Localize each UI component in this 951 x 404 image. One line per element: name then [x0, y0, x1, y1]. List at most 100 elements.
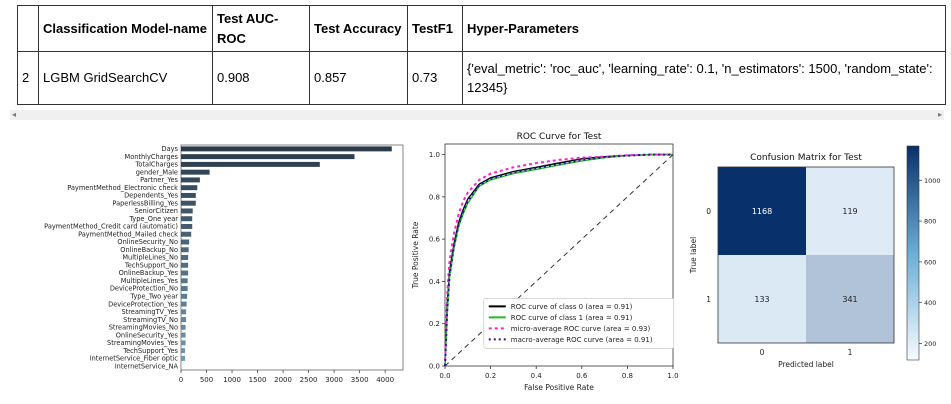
- plot-area: [180, 144, 404, 371]
- category-label: PaymentMethod_Credit card (automatic): [44, 223, 178, 231]
- cell-value: 341: [842, 295, 857, 304]
- bar: [181, 192, 196, 198]
- heatmap-cell: [806, 167, 894, 255]
- roc-series-line: [444, 153, 673, 367]
- col-label: 1: [848, 348, 853, 357]
- x-tick-label: 2500: [300, 376, 318, 384]
- bar: [181, 146, 392, 152]
- category-label: PaperlessBilling_Yes: [112, 199, 178, 207]
- category-label: SeniorCitizen: [134, 207, 178, 215]
- category-label: PaymentMethod_Mailed check: [78, 230, 178, 238]
- colorbar-tick-label: 400: [924, 299, 936, 307]
- bar: [181, 317, 187, 323]
- horizontal-scrollbar[interactable]: ◂ ▸: [10, 110, 944, 120]
- y-tick-label: 0.0: [429, 363, 440, 371]
- scroll-right-arrow-icon[interactable]: ▸: [937, 110, 942, 119]
- cell-accuracy: 0.857: [309, 51, 408, 105]
- row-label: 1: [706, 295, 711, 304]
- bar: [181, 239, 190, 245]
- bar: [181, 278, 188, 284]
- header-f1: TestF1: [407, 5, 463, 52]
- category-label: TechSupport_Yes: [122, 347, 178, 355]
- category-label: DeviceProtection_Yes: [108, 300, 178, 308]
- category-label: PaymentMethod_Electronic check: [67, 184, 178, 192]
- header-hyperparameters: Hyper-Parameters: [462, 5, 946, 52]
- colorbar-tick-label: 200: [924, 340, 936, 348]
- legend-box: [483, 297, 675, 349]
- bar: [181, 348, 186, 354]
- chart-title: Confusion Matrix for Test: [750, 153, 862, 163]
- x-tick-label: 4000: [376, 376, 394, 384]
- scroll-left-arrow-icon[interactable]: ◂: [12, 110, 17, 119]
- x-tick-label: 0.2: [485, 372, 496, 380]
- legend-entry: macro-average ROC curve (area = 0.91): [511, 336, 653, 344]
- x-tick-label: 1.0: [667, 372, 678, 380]
- y-tick-label: 0.4: [429, 278, 441, 286]
- results-table: Classification Model-name Test AUC-ROC T…: [17, 5, 946, 105]
- x-tick-label: 500: [200, 376, 213, 384]
- category-label: gender_Male: [136, 168, 178, 176]
- category-label: OnlineSecurity_Yes: [116, 331, 179, 339]
- category-label: Type_One year: [128, 215, 178, 223]
- bar: [181, 293, 188, 299]
- header-accuracy: Test Accuracy: [309, 5, 408, 52]
- header-auc: Test AUC-ROC: [212, 5, 310, 52]
- legend-entry: micro-average ROC curve (area = 0.93): [511, 325, 651, 333]
- category-label: InternetService_NA: [115, 362, 179, 370]
- category-label: MonthlyCharges: [125, 153, 179, 161]
- colorbar-tick-label: 600: [924, 258, 936, 266]
- bar: [181, 177, 200, 183]
- heatmap-cell: [718, 255, 806, 343]
- feature-importance-chart: DaysMonthlyChargesTotalChargesgender_Mal…: [44, 144, 404, 384]
- cell-value: 1168: [752, 207, 772, 216]
- category-label: TotalCharges: [135, 161, 179, 169]
- x-axis-label: Predicted label: [778, 360, 834, 369]
- category-label: OnlineBackup_No: [120, 246, 178, 254]
- legend-entry: ROC curve of class 0 (area = 0.91): [511, 303, 633, 311]
- cell-f1: 0.73: [407, 51, 463, 105]
- roc-series-line: [444, 154, 674, 367]
- colorbar-tick-label: 1000: [924, 177, 941, 185]
- cell-index: 2: [17, 51, 39, 105]
- x-tick-label: 0.6: [576, 372, 588, 380]
- bar: [181, 216, 193, 222]
- category-label: InternetService_Fiber optic: [90, 355, 179, 363]
- cell-value: 119: [842, 207, 857, 216]
- x-tick-label: 0.8: [622, 372, 633, 380]
- bar: [181, 161, 320, 167]
- category-label: StreamingTV_No: [123, 316, 178, 324]
- bar: [181, 270, 189, 276]
- category-label: StreamingTV_Yes: [121, 308, 178, 316]
- bar: [181, 363, 182, 369]
- bar: [181, 223, 193, 229]
- y-axis-label: True label: [689, 237, 698, 274]
- bar: [181, 169, 210, 175]
- y-tick-label: 0.2: [429, 320, 440, 328]
- heatmap-cell: [718, 167, 806, 255]
- roc-series-line: [444, 153, 673, 367]
- bar: [181, 208, 193, 214]
- cell-value: 133: [754, 295, 769, 304]
- chart-title: ROC Curve for Test: [517, 132, 602, 142]
- bar: [181, 286, 188, 292]
- header-model-name: Classification Model-name: [38, 5, 213, 52]
- x-tick-label: 1000: [223, 376, 241, 384]
- bar: [181, 262, 189, 268]
- bar: [181, 309, 187, 315]
- bar: [181, 154, 355, 160]
- category-label: MultipleLines_Yes: [121, 277, 179, 285]
- category-label: Dependents_Yes: [124, 192, 179, 200]
- y-tick-label: 0.6: [429, 236, 441, 244]
- category-label: MultipleLines_No: [122, 254, 178, 262]
- bar: [181, 185, 198, 191]
- category-label: StreamingMovies_No: [109, 324, 178, 332]
- x-tick-label: 0.0: [439, 372, 450, 380]
- x-tick-label: 3000: [325, 376, 343, 384]
- category-label: StreamingMovies_Yes: [107, 339, 179, 347]
- x-tick-label: 0.4: [531, 372, 543, 380]
- category-label: Type_Two year: [129, 292, 178, 300]
- y-tick-label: 1.0: [429, 151, 440, 159]
- category-label: Days: [162, 145, 179, 153]
- x-tick-label: 3500: [351, 376, 369, 384]
- cell-hyperparameters: {'eval_metric': 'roc_auc', 'learning_rat…: [462, 51, 946, 105]
